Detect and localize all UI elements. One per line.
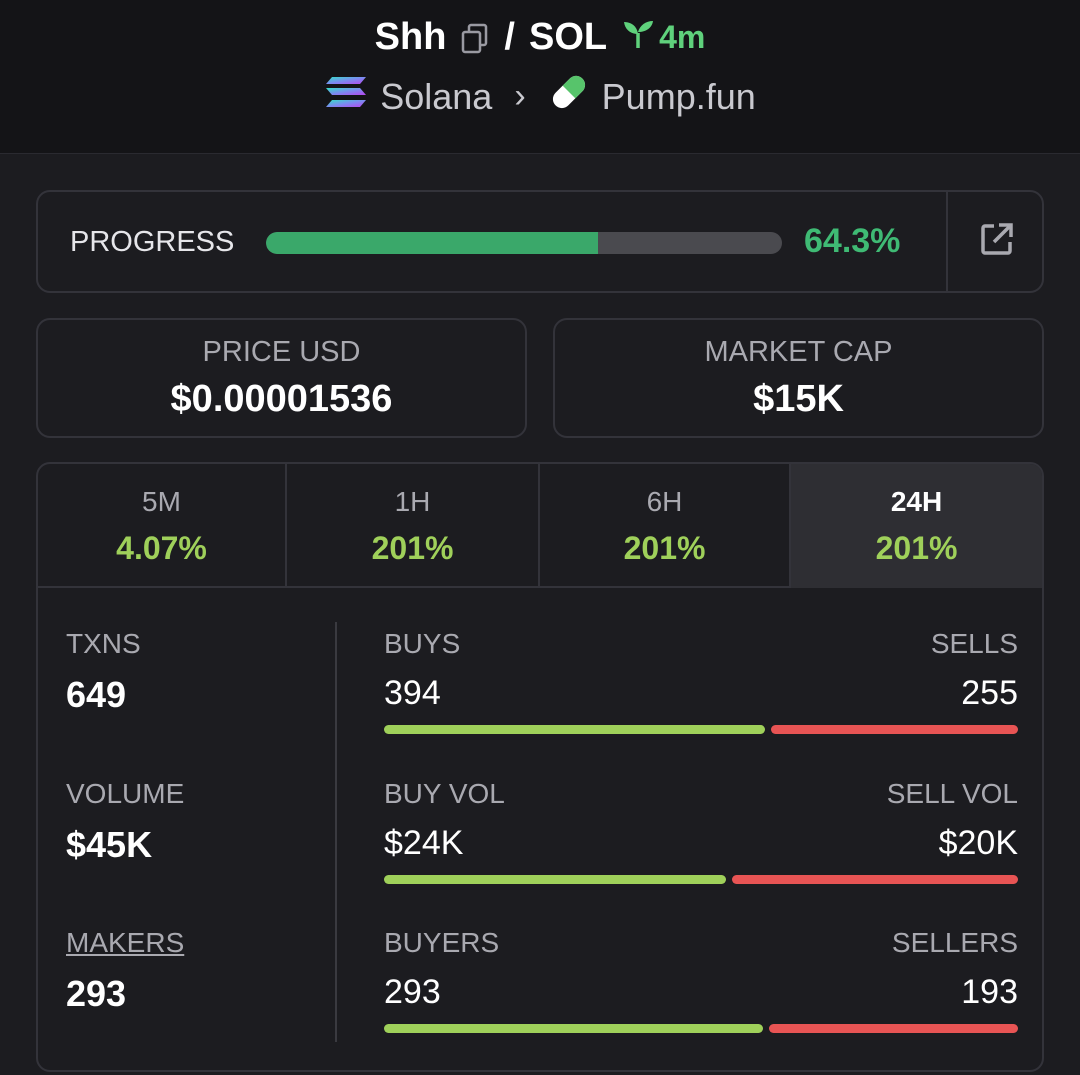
- makers-value: 293: [66, 973, 127, 1014]
- sell-bar: [771, 725, 1018, 734]
- pair-age: 4m: [621, 19, 705, 57]
- chevron-right-icon: ›: [514, 77, 526, 115]
- txns-label: TXNS: [66, 628, 141, 659]
- pair-header: Shh / SOL 4m: [0, 0, 1080, 154]
- buy-bar: [384, 1024, 763, 1033]
- tab-label: 5M: [142, 486, 181, 517]
- pair-title: Shh / SOL 4m: [0, 16, 1080, 59]
- pair-separator: /: [504, 16, 515, 58]
- token-symbol: Shh: [374, 16, 447, 58]
- txns-stat: TXNS 649: [66, 628, 141, 716]
- sprout-icon: [621, 19, 655, 57]
- tab-24h[interactable]: 24H 201%: [791, 464, 1042, 588]
- divider: [335, 622, 337, 1042]
- buys-sells-row: BUYS SELLS 394 255: [384, 628, 1018, 734]
- buys-sells-bar: [384, 725, 1018, 734]
- market-cap-card: MARKET CAP $15K: [553, 318, 1044, 438]
- pill-icon: [548, 72, 590, 121]
- buyers-sellers-bar: [384, 1024, 1018, 1033]
- tab-change: 201%: [623, 530, 706, 566]
- sells-value: 255: [961, 674, 1018, 712]
- tab-label: 6H: [646, 486, 683, 517]
- progress-label: PROGRESS: [70, 226, 235, 258]
- progress-percent: 64.3%: [804, 222, 901, 260]
- sell-vol-value: $20K: [938, 824, 1018, 862]
- volume-label: VOLUME: [66, 778, 185, 809]
- buy-bar: [384, 875, 726, 884]
- price-usd-card: PRICE USD $0.00001536: [36, 318, 527, 438]
- buy-vol-value: $24K: [384, 824, 464, 862]
- breadcrumb: Solana › Pump.fun: [0, 72, 1080, 121]
- sellers-value: 193: [961, 973, 1018, 1011]
- quote-symbol: SOL: [528, 16, 608, 58]
- tab-5m[interactable]: 5M 4.07%: [38, 464, 288, 588]
- copy-icon[interactable]: [460, 22, 490, 54]
- progress-bar: [266, 232, 782, 254]
- tab-change: 4.07%: [116, 530, 207, 566]
- buys-value: 394: [384, 674, 441, 712]
- volume-stat: VOLUME $45K: [66, 778, 184, 866]
- makers-label[interactable]: MAKERS: [66, 927, 185, 958]
- divider: [946, 192, 948, 291]
- sellers-label: SELLERS: [891, 927, 1018, 958]
- buy-bar: [384, 725, 765, 734]
- breadcrumb-dex[interactable]: Pump.fun: [601, 75, 756, 117]
- tab-6h[interactable]: 6H 201%: [540, 464, 792, 588]
- buyers-label: BUYERS: [384, 927, 500, 958]
- tab-label: 24H: [890, 486, 943, 517]
- price-usd-value: $0.00001536: [170, 378, 393, 420]
- price-usd-label: PRICE USD: [202, 336, 361, 368]
- external-link-icon: [979, 221, 1015, 262]
- progress-bar-fill: [266, 232, 598, 254]
- buys-label: BUYS: [384, 628, 461, 659]
- txns-value: 649: [66, 674, 127, 715]
- buy-vol-label: BUY VOL: [384, 778, 505, 809]
- buyers-sellers-row: BUYERS SELLERS 293 193: [384, 927, 1018, 1033]
- breadcrumb-chain[interactable]: Solana: [380, 75, 493, 117]
- buy-sell-volume-row: BUY VOL SELL VOL $24K $20K: [384, 778, 1018, 884]
- sells-label: SELLS: [930, 628, 1018, 659]
- makers-stat: MAKERS 293: [66, 927, 184, 1015]
- age-label: 4m: [659, 19, 706, 55]
- sell-bar: [769, 1024, 1018, 1033]
- tab-change: 201%: [875, 530, 958, 566]
- solana-logo-icon: [324, 75, 368, 118]
- sell-bar: [732, 875, 1018, 884]
- timeframe-stats-panel: 5M 4.07% 1H 201% 6H 201% 24H 201% TXNS 6…: [36, 462, 1044, 1072]
- buyers-value: 293: [384, 973, 441, 1011]
- external-link-button[interactable]: [950, 192, 1044, 291]
- tab-label: 1H: [394, 486, 431, 517]
- tab-1h[interactable]: 1H 201%: [287, 464, 541, 588]
- sell-vol-label: SELL VOL: [886, 778, 1018, 809]
- market-cap-value: $15K: [753, 378, 844, 420]
- buy-sell-volume-bar: [384, 875, 1018, 884]
- bonding-progress-panel: PROGRESS 64.3%: [36, 190, 1044, 293]
- volume-value: $45K: [66, 824, 153, 865]
- market-cap-label: MARKET CAP: [704, 336, 893, 368]
- tab-change: 201%: [371, 530, 454, 566]
- timeframe-tabs: 5M 4.07% 1H 201% 6H 201% 24H 201%: [38, 464, 1042, 588]
